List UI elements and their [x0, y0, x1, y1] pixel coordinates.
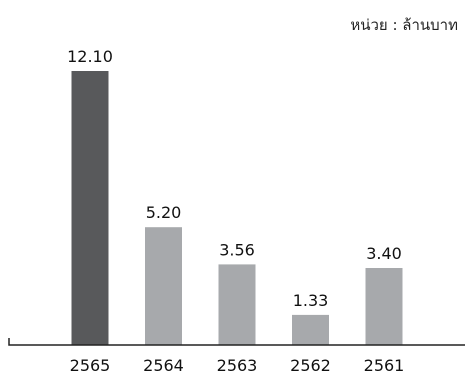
value-labels-group: 12.10 5.20 3.56 1.33 3.40: [67, 47, 402, 310]
x-tick-label-2565: 2565: [70, 356, 111, 375]
x-tick-label-2562: 2562: [290, 356, 331, 375]
x-axis-line: [8, 338, 465, 346]
bar-2561: [365, 268, 403, 345]
x-tick-label-2563: 2563: [217, 356, 258, 375]
value-label-2563: 3.56: [219, 240, 255, 259]
bar-2564: [145, 227, 182, 345]
unit-label: หน่วย : ล้านบาท: [350, 16, 458, 34]
x-tick-labels-group: 2565 2564 2563 2562 2561: [70, 356, 405, 375]
bar-2565: [71, 71, 109, 345]
x-tick-label-2561: 2561: [364, 356, 405, 375]
value-label-2562: 1.33: [293, 291, 329, 310]
value-label-2565: 12.10: [67, 47, 113, 66]
bars-group: [71, 71, 403, 345]
value-label-2561: 3.40: [366, 244, 402, 263]
bar-2563: [218, 264, 256, 345]
bar-2562: [292, 314, 329, 345]
x-axis: [8, 338, 465, 346]
x-tick-label-2564: 2564: [143, 356, 184, 375]
value-label-2564: 5.20: [146, 203, 182, 222]
